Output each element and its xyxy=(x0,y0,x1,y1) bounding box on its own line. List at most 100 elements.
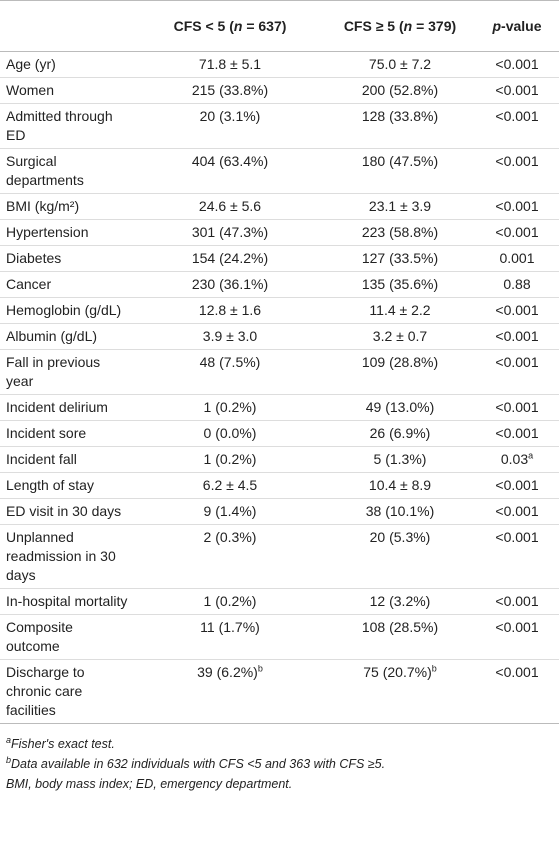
header-italic: n xyxy=(403,18,413,34)
row-label: Incident sore xyxy=(0,420,135,447)
cell: 230 (36.1%) xyxy=(135,271,325,298)
row-label: Age (yr) xyxy=(0,51,135,78)
cell: 1 (0.2%) xyxy=(135,394,325,421)
row-label: BMI (kg/m²) xyxy=(0,193,135,220)
row-label: Discharge to chronic care facilities xyxy=(0,659,135,724)
cell: <0.001 xyxy=(475,103,559,149)
cell: <0.001 xyxy=(475,148,559,194)
table-row: Hypertension 301 (47.3%) 223 (58.8%) <0.001 xyxy=(0,219,559,246)
cell: <0.001 xyxy=(475,193,559,220)
row-label: In-hospital mortality xyxy=(0,588,135,615)
header-text: = 637) xyxy=(242,18,287,34)
table-row: Diabetes 154 (24.2%) 127 (33.5%) 0.001 xyxy=(0,245,559,272)
header-text: -value xyxy=(501,18,542,34)
row-label: Admitted through ED xyxy=(0,103,135,149)
table-row: Surgical departments 404 (63.4%) 180 (47.5… xyxy=(0,148,559,194)
table-row: Discharge to chronic care facilities 39 (… xyxy=(0,659,559,724)
cell: <0.001 xyxy=(475,420,559,447)
footnotes: aFisher's exact test. bData available in … xyxy=(0,724,559,804)
header-text: CFS < 5 ( xyxy=(173,18,234,34)
cell: 180 (47.5%) xyxy=(325,148,475,194)
cell-text: 39 (6.2%) xyxy=(197,664,258,680)
superscript: b xyxy=(6,754,12,765)
superscript: b xyxy=(431,663,437,674)
table-body: Age (yr) 71.8 ± 5.1 75.0 ± 7.2 <0.001 Women 2… xyxy=(0,51,559,724)
table-row: Albumin (g/dL) 3.9 ± 3.0 3.2 ± 0.7 <0.001 xyxy=(0,323,559,350)
cell: 127 (33.5%) xyxy=(325,245,475,272)
header-cell: p-value xyxy=(475,0,559,52)
row-label: Incident delirium xyxy=(0,394,135,421)
cell: 200 (52.8%) xyxy=(325,77,475,104)
cell-text: 0.03 xyxy=(500,451,529,467)
cell: 9 (1.4%) xyxy=(135,498,325,525)
footnote: aFisher's exact test. xyxy=(6,734,553,754)
cell: <0.001 xyxy=(475,394,559,421)
cell: 24.6 ± 5.6 xyxy=(135,193,325,220)
superscript: a xyxy=(528,450,534,461)
cell: <0.001 xyxy=(475,77,559,104)
cell: 154 (24.2%) xyxy=(135,245,325,272)
row-label: Incident fall xyxy=(0,446,135,473)
cell: 71.8 ± 5.1 xyxy=(135,51,325,78)
cell: 109 (28.8%) xyxy=(325,349,475,395)
cell: 215 (33.8%) xyxy=(135,77,325,104)
cell: 404 (63.4%) xyxy=(135,148,325,194)
footnote-text: Data available in 632 individuals with C… xyxy=(11,757,386,771)
cell: 3.2 ± 0.7 xyxy=(325,323,475,350)
table-row: Women 215 (33.8%) 200 (52.8%) <0.001 xyxy=(0,77,559,104)
header-italic: n xyxy=(233,18,243,34)
cell: 75.0 ± 7.2 xyxy=(325,51,475,78)
table-row: Incident sore 0 (0.0%) 26 (6.9%) <0.001 xyxy=(0,420,559,447)
cell-text: 75 (20.7%) xyxy=(363,664,432,680)
header-cell: CFS ≥ 5 (n = 379) xyxy=(325,0,475,52)
cell: 3.9 ± 3.0 xyxy=(135,323,325,350)
row-label: Albumin (g/dL) xyxy=(0,323,135,350)
cell: 12.8 ± 1.6 xyxy=(135,297,325,324)
cell: 26 (6.9%) xyxy=(325,420,475,447)
cell: <0.001 xyxy=(475,323,559,350)
header-italic: p xyxy=(492,18,502,34)
row-label: Women xyxy=(0,77,135,104)
row-label: Unplanned readmission in 30 days xyxy=(0,524,135,589)
table-row: Incident fall 1 (0.2%) 5 (1.3%) 0.03a xyxy=(0,446,559,473)
header-row: CFS < 5 (n = 637) CFS ≥ 5 (n = 379) p-valu… xyxy=(0,0,559,52)
cell: 301 (47.3%) xyxy=(135,219,325,246)
table-row: Fall in previous year 48 (7.5%) 109 (28.8%… xyxy=(0,349,559,395)
cell: 11 (1.7%) xyxy=(135,614,325,660)
header-text: = 379) xyxy=(412,18,457,34)
cell: 223 (58.8%) xyxy=(325,219,475,246)
cell: 128 (33.8%) xyxy=(325,103,475,149)
table-row: Incident delirium 1 (0.2%) 49 (13.0%) <0.00… xyxy=(0,394,559,421)
cell: 0.03a xyxy=(475,446,559,473)
cell: 75 (20.7%)b xyxy=(325,659,475,724)
table-row: Cancer 230 (36.1%) 135 (35.6%) 0.88 xyxy=(0,271,559,298)
cell: <0.001 xyxy=(475,588,559,615)
cell: 0.001 xyxy=(475,245,559,272)
cell: 38 (10.1%) xyxy=(325,498,475,525)
table-row: Hemoglobin (g/dL) 12.8 ± 1.6 11.4 ± 2.2 <0.… xyxy=(0,297,559,324)
footnote: BMI, body mass index; ED, emergency depa… xyxy=(6,774,553,794)
cell: <0.001 xyxy=(475,524,559,589)
row-label: Fall in previous year xyxy=(0,349,135,395)
superscript: a xyxy=(6,734,12,745)
table-row: ED visit in 30 days 9 (1.4%) 38 (10.1%) <0.… xyxy=(0,498,559,525)
table-row: Unplanned readmission in 30 days 2 (0.3%)… xyxy=(0,524,559,589)
cell: 20 (5.3%) xyxy=(325,524,475,589)
cell: 20 (3.1%) xyxy=(135,103,325,149)
row-label: ED visit in 30 days xyxy=(0,498,135,525)
row-label: Composite outcome xyxy=(0,614,135,660)
cell: 11.4 ± 2.2 xyxy=(325,297,475,324)
cell: <0.001 xyxy=(475,219,559,246)
cell: <0.001 xyxy=(475,297,559,324)
row-label: Hypertension xyxy=(0,219,135,246)
table-row: Admitted through ED 20 (3.1%) 128 (33.8%) <… xyxy=(0,103,559,149)
header-cell xyxy=(0,0,135,52)
footnote-text: Fisher's exact test. xyxy=(11,737,115,751)
cell: 5 (1.3%) xyxy=(325,446,475,473)
cell: 0 (0.0%) xyxy=(135,420,325,447)
cell: 135 (35.6%) xyxy=(325,271,475,298)
data-table: CFS < 5 (n = 637) CFS ≥ 5 (n = 379) p-valu… xyxy=(0,0,559,724)
cell: <0.001 xyxy=(475,349,559,395)
cell: 23.1 ± 3.9 xyxy=(325,193,475,220)
